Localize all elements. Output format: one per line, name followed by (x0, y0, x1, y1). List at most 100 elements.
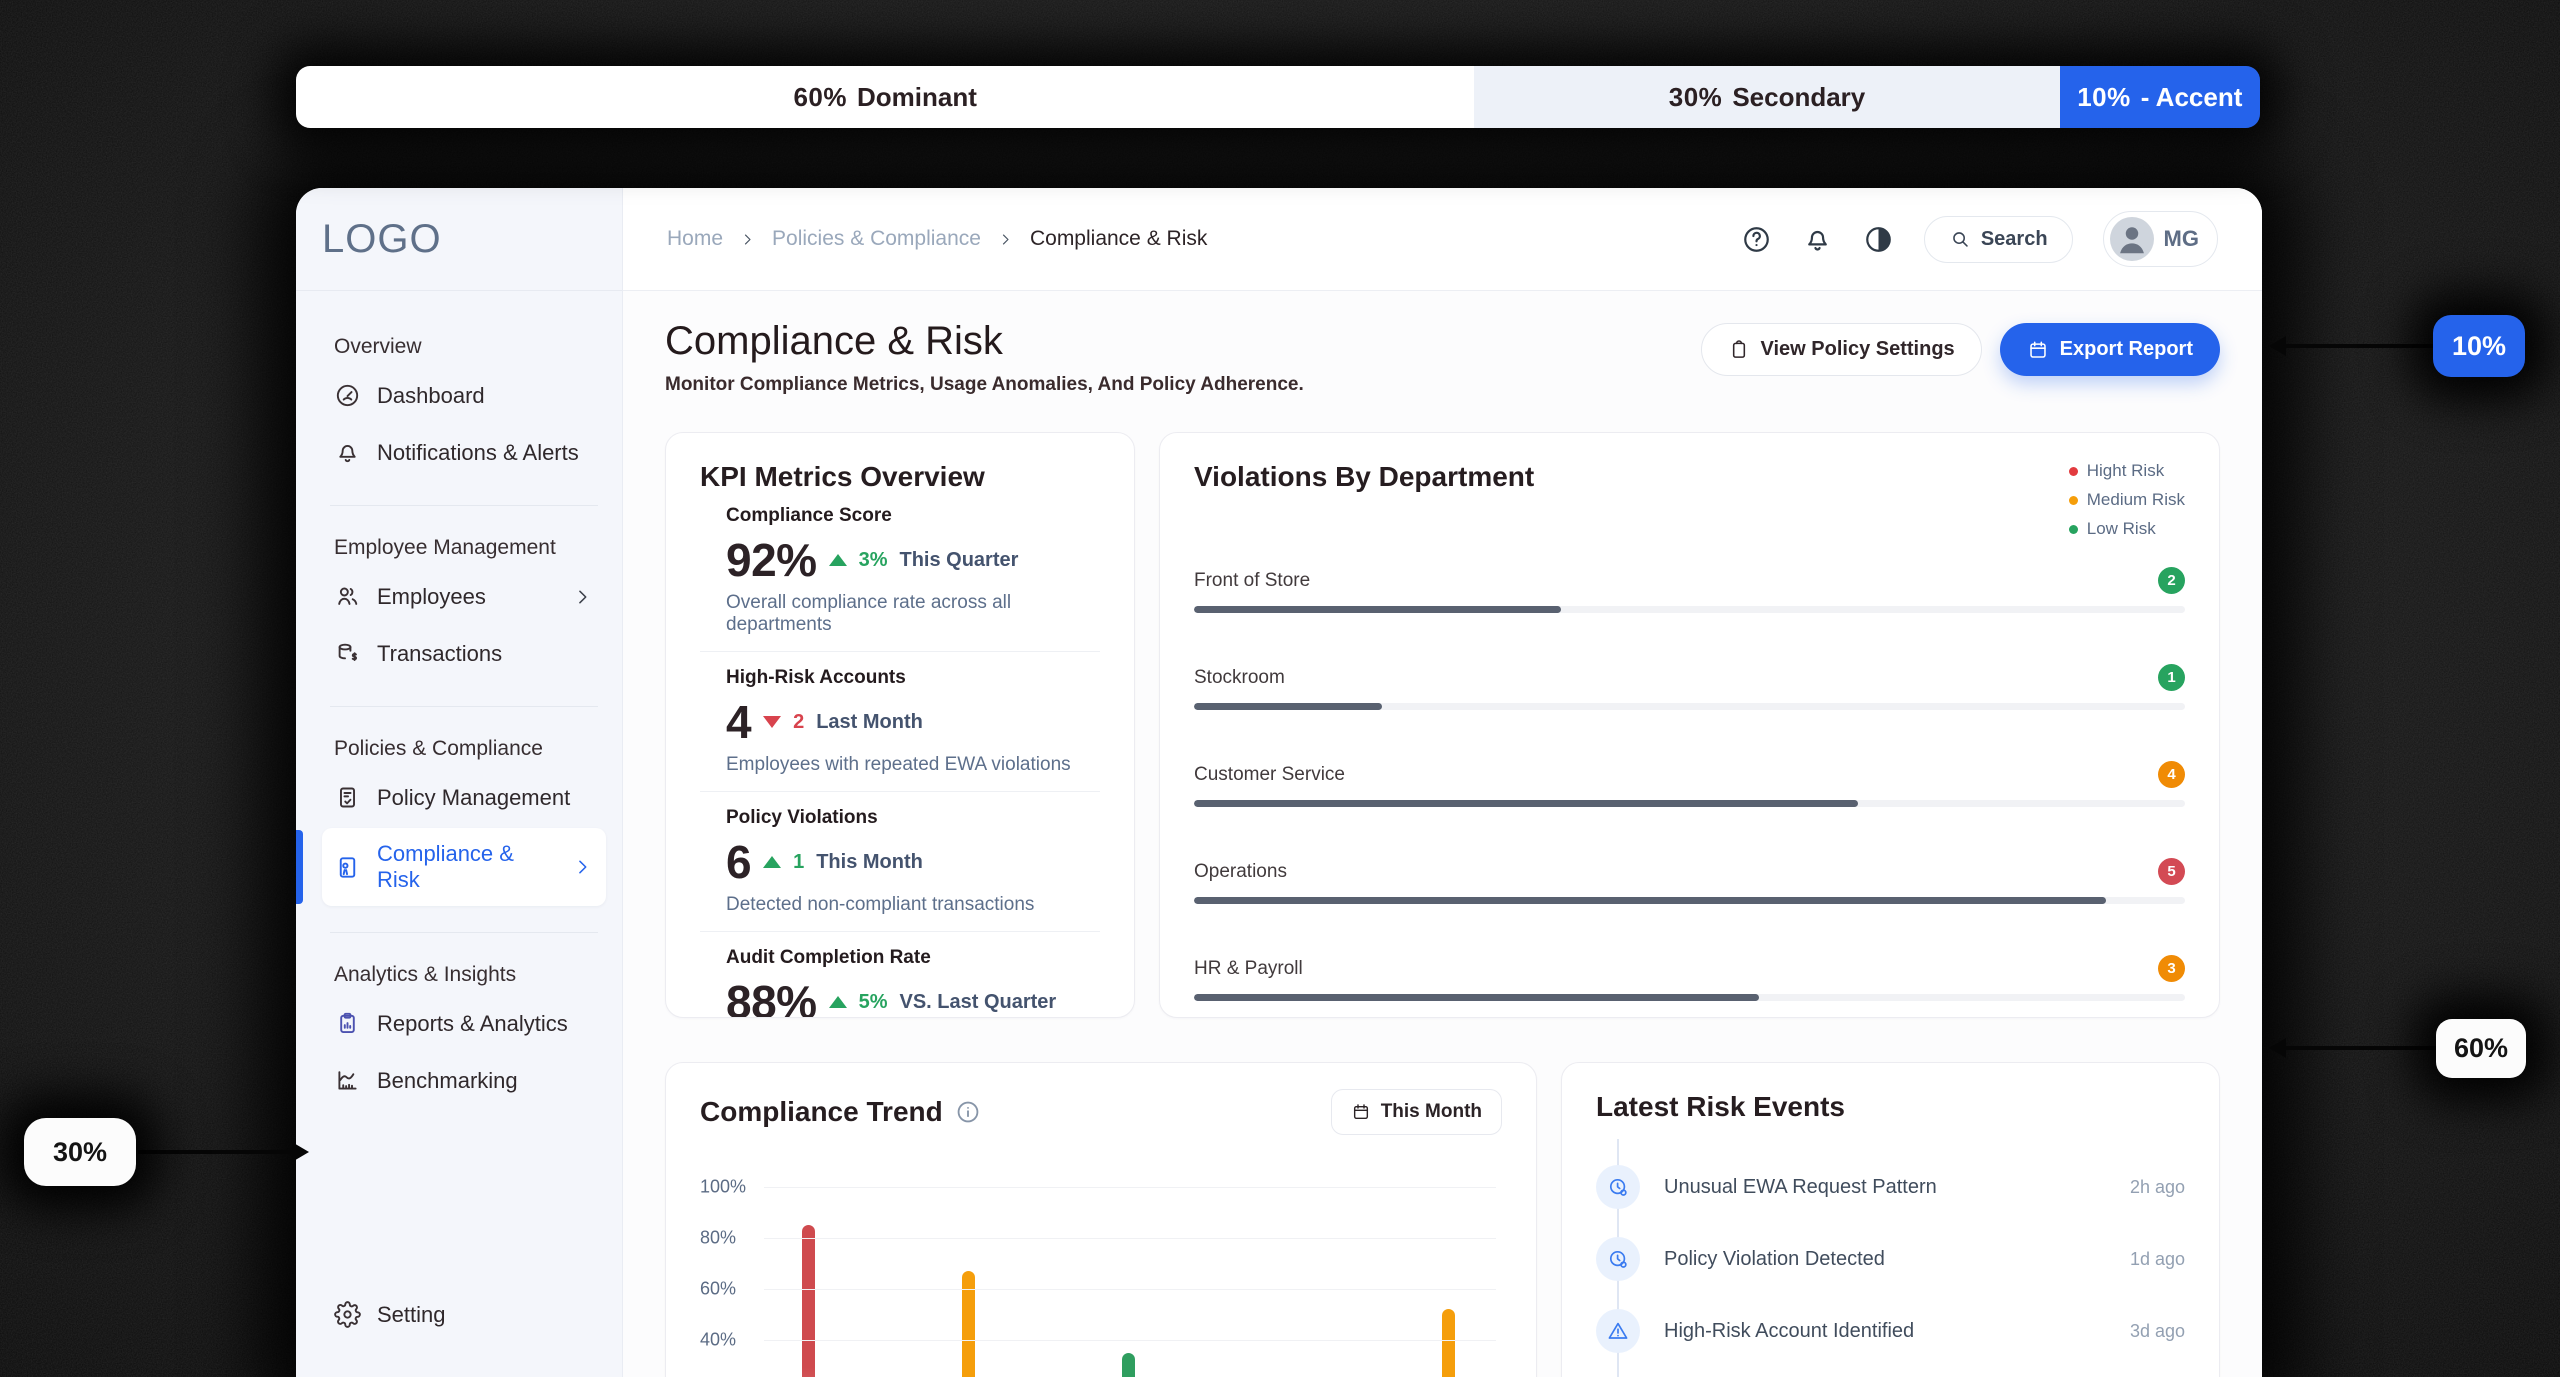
chart-gridline (764, 1340, 1496, 1341)
kpi-list: Compliance Score 92% 3% This Quarter Overall… (700, 505, 1100, 1018)
transactions-icon (334, 640, 361, 667)
sidebar: LOGO Overview Dashboard Notifications & Al… (296, 188, 623, 1377)
kpi-metric-label: Compliance Score (726, 505, 892, 526)
sidebar-item-benchmarking[interactable]: Benchmarking (322, 1054, 606, 1107)
info-icon[interactable] (955, 1099, 981, 1125)
search-icon (1949, 228, 1971, 250)
kpi-metric-desc: Employees with repeated EWA violations (726, 754, 1071, 775)
breadcrumb-current: Compliance & Risk (1029, 227, 1208, 250)
kpi-metric-audit-completion-rate: Audit Completion Rate 88% 5% VS. Last Quart… (700, 947, 1100, 1018)
export-report-button[interactable]: Export Report (1999, 323, 2220, 376)
risk-event-time: 3d ago (2129, 1320, 2185, 1341)
page-title: Compliance & Risk (665, 319, 1003, 363)
clipboard-icon (1728, 339, 1750, 361)
breadcrumb-link-home[interactable]: Home (667, 227, 724, 250)
sidebar-item-dashboard[interactable]: Dashboard (322, 369, 606, 422)
violation-count-badge: 2 (2158, 567, 2185, 594)
gear-icon (334, 1301, 361, 1328)
search-button[interactable]: Search (1923, 215, 2073, 263)
legend-label: Medium Risk (2086, 490, 2185, 509)
risk-event-time: 1d ago (2129, 1248, 2185, 1269)
sidebar-nav: Overview Dashboard Notifications & Alerts E… (296, 291, 622, 1284)
kpi-metric-value-row: 88% 5% VS. Last Quarter (726, 975, 1100, 1018)
trend-bar-3 (1122, 1352, 1135, 1377)
palette-segment-pct: 60% (793, 81, 848, 112)
chart-ytick-label: 100% (700, 1176, 747, 1197)
divider (700, 931, 1100, 932)
kpi-metric-delta: 3% (858, 548, 888, 571)
violation-count-badge: 5 (2158, 858, 2185, 885)
sidebar-item-compliance-risk[interactable]: Compliance & Risk (296, 828, 606, 906)
legend-dot-icon (2068, 495, 2078, 505)
sidebar-section-overview: Overview (334, 335, 422, 358)
sidebar-section-analytics-insights: Analytics & Insights (334, 963, 517, 986)
user-menu[interactable]: MG (2102, 211, 2218, 267)
users-icon (334, 583, 361, 610)
risk-event-label: Policy Violation Detected (1664, 1247, 1885, 1270)
kpi-metrics-card: KPI Metrics Overview Compliance Score 92%… (665, 432, 1135, 1018)
violation-count-badge: 3 (2158, 955, 2185, 982)
risk-events-title: Latest Risk Events (1596, 1091, 1845, 1122)
calendar-icon (1351, 1102, 1371, 1122)
kpi-metric-label: Policy Violations (726, 807, 878, 828)
chart-ytick-label: 60% (700, 1278, 737, 1299)
kpi-metric-desc: Overall compliance rate across all depar… (726, 592, 1012, 635)
risk-events-timeline: Unusual EWA Request Pattern 2h ago Policy … (1596, 1139, 2185, 1377)
sidebar-item-setting[interactable]: Setting (322, 1288, 606, 1341)
breadcrumb-link-policies-compliance[interactable]: Policies & Compliance (772, 227, 981, 250)
notifications-bell-icon[interactable] (1802, 224, 1833, 255)
gauge-icon (334, 382, 361, 409)
period-selector-label: This Month (1380, 1101, 1482, 1122)
secondary-callout-arrow (138, 1142, 309, 1162)
sidebar-item-label: Reports & Analytics (377, 1010, 568, 1036)
department-label: Customer Service (1194, 763, 1345, 785)
palette-segment-pct: 30% (1668, 81, 1723, 112)
violation-row-head: Stockroom 1 (1194, 664, 2185, 691)
sidebar-item-notifications-alerts[interactable]: Notifications & Alerts (322, 426, 606, 479)
export-report-label: Export Report (2059, 338, 2193, 360)
palette-segment-secondary: 30% Secondary (1474, 66, 2060, 128)
sidebar-item-label: Transactions (377, 640, 503, 666)
trend-up-triangle-icon (763, 856, 782, 868)
secondary-callout-pill: 30% (24, 1118, 136, 1186)
sidebar-item-label: Benchmarking (377, 1067, 518, 1093)
period-selector-button[interactable]: This Month (1330, 1089, 1502, 1135)
logo: LOGO (296, 188, 622, 291)
palette-segment-label: - Accent (2140, 81, 2243, 112)
sidebar-item-transactions[interactable]: Transactions (322, 627, 606, 680)
benchmark-icon (334, 1067, 361, 1094)
accent-callout-pill: 10% (2433, 315, 2525, 377)
kpi-metric-compliance-score: Compliance Score 92% 3% This Quarter Overall… (700, 505, 1100, 636)
violation-count-badge: 1 (2158, 664, 2185, 691)
violation-bar-track (1194, 606, 2185, 613)
trend-bar-4 (1442, 1309, 1456, 1377)
legend-label: Low Risk (2086, 519, 2156, 538)
kpi-metric-period: Last Month (816, 710, 923, 733)
violation-bar-track (1194, 703, 2185, 710)
accent-callout-arrow (2269, 336, 2434, 356)
risk-event-label: Unusual EWA Request Pattern (1664, 1175, 1937, 1198)
sidebar-item-employees[interactable]: Employees (322, 570, 606, 623)
violation-bar-track (1194, 897, 2185, 904)
compliance-trend-card: Compliance Trend This Month 100% 80% 60% 40… (665, 1062, 1537, 1377)
view-policy-settings-button[interactable]: View Policy Settings (1700, 323, 1982, 376)
help-icon[interactable] (1741, 224, 1772, 255)
sidebar-item-reports-analytics[interactable]: Reports & Analytics (322, 997, 606, 1050)
avatar (2109, 217, 2154, 261)
palette-segment-accent: 10% - Accent (2059, 66, 2260, 128)
theme-contrast-icon[interactable] (1863, 224, 1894, 255)
view-policy-settings-label: View Policy Settings (1760, 338, 1955, 360)
sidebar-section-policies-compliance: Policies & Compliance (334, 737, 543, 760)
sidebar-item-label: Policy Management (377, 784, 571, 810)
main-area: Home Policies & Compliance Compliance & Ri… (623, 188, 2262, 1377)
policy-icon (334, 784, 361, 811)
kpi-metric-value: 88% (726, 976, 817, 1018)
risk-legend: Hight Risk Medium Risk Low Risk (2068, 461, 2185, 539)
divider (700, 791, 1100, 792)
trend-bar-2 (961, 1271, 975, 1377)
legend-dot-icon (2068, 524, 2078, 534)
violation-bar-fill (1194, 897, 2106, 904)
sidebar-item-policy-management[interactable]: Policy Management (322, 771, 606, 824)
breadcrumb: Home Policies & Compliance Compliance & Ri… (667, 227, 1207, 251)
